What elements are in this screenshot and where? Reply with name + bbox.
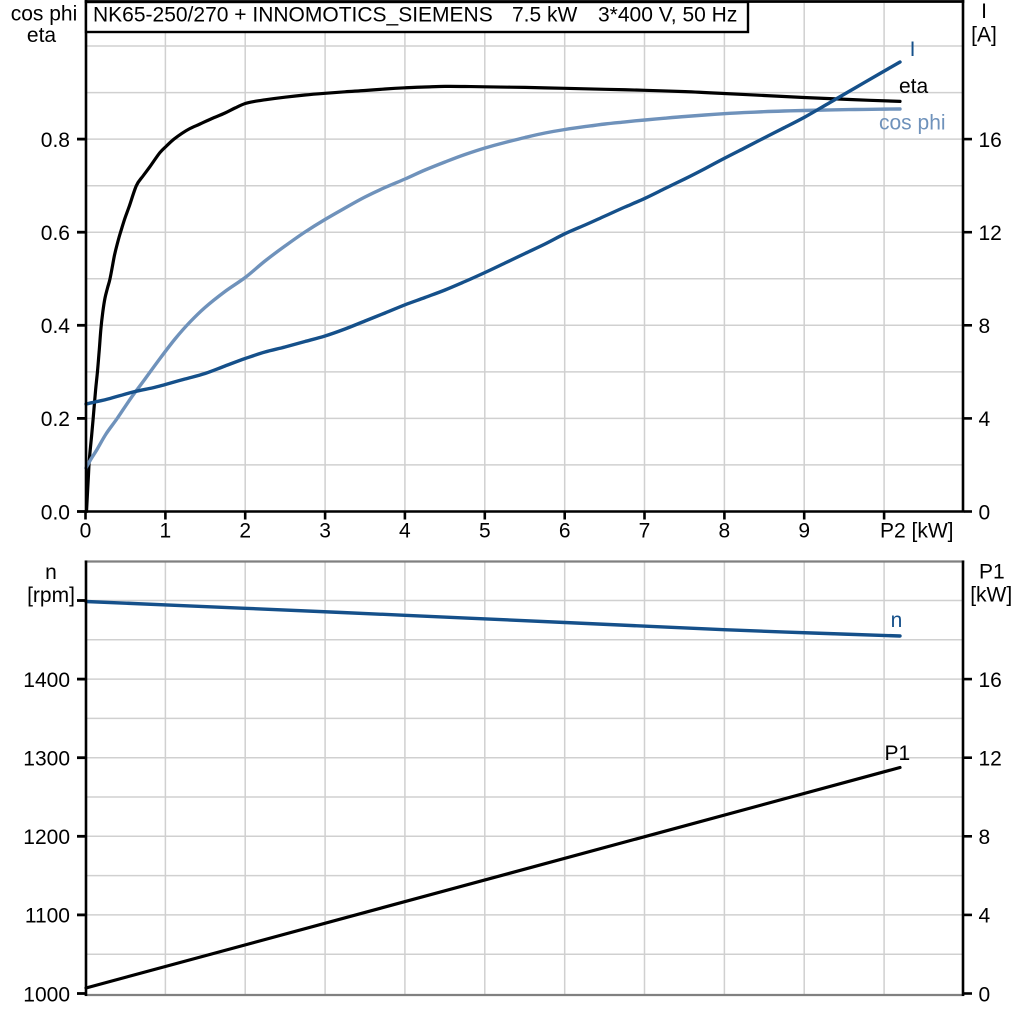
svg-text:1200: 1200 [23, 826, 70, 849]
svg-text:5: 5 [479, 520, 491, 543]
svg-text:0: 0 [80, 520, 92, 543]
svg-text:P1: P1 [979, 560, 1005, 583]
svg-text:[A]: [A] [971, 24, 997, 47]
svg-text:0: 0 [979, 983, 991, 1006]
svg-text:12: 12 [979, 748, 1002, 771]
svg-text:4: 4 [979, 905, 991, 928]
svg-text:9: 9 [798, 520, 810, 543]
svg-text:eta: eta [27, 24, 57, 47]
svg-text:16: 16 [979, 669, 1002, 692]
svg-text:1300: 1300 [23, 748, 70, 771]
svg-text:[rpm]: [rpm] [27, 584, 75, 607]
svg-text:cos phi: cos phi [879, 112, 946, 135]
svg-text:6: 6 [559, 520, 571, 543]
svg-text:n: n [45, 561, 57, 584]
svg-text:P2 [kW]: P2 [kW] [880, 520, 954, 543]
svg-text:0.8: 0.8 [41, 129, 70, 152]
svg-text:4: 4 [979, 408, 991, 431]
svg-text:8: 8 [979, 826, 991, 849]
svg-text:4: 4 [399, 520, 411, 543]
svg-text:P1: P1 [885, 742, 911, 765]
svg-text:16: 16 [979, 129, 1002, 152]
svg-text:1: 1 [160, 520, 172, 543]
svg-text:n: n [891, 609, 903, 632]
svg-text:0.4: 0.4 [41, 315, 71, 338]
svg-text:12: 12 [979, 222, 1002, 245]
svg-text:1000: 1000 [23, 983, 70, 1006]
svg-text:8: 8 [979, 315, 991, 338]
svg-text:NK65-250/270 + INNOMOTICS_SIEM: NK65-250/270 + INNOMOTICS_SIEMENS [93, 4, 493, 27]
svg-text:0: 0 [979, 501, 991, 524]
svg-text:I: I [910, 38, 916, 61]
svg-text:1400: 1400 [23, 669, 70, 692]
svg-text:8: 8 [719, 520, 731, 543]
svg-text:7: 7 [639, 520, 651, 543]
svg-text:2: 2 [239, 520, 251, 543]
svg-text:7.5 kW: 7.5 kW [512, 4, 578, 27]
svg-text:cos phi: cos phi [11, 3, 78, 26]
svg-text:3: 3 [319, 520, 331, 543]
svg-text:[kW]: [kW] [970, 584, 1012, 607]
svg-text:1100: 1100 [25, 905, 70, 928]
svg-text:eta: eta [899, 75, 929, 98]
svg-text:0.2: 0.2 [41, 408, 70, 431]
svg-text:0.0: 0.0 [41, 501, 70, 524]
svg-text:0.6: 0.6 [41, 222, 70, 245]
svg-text:I: I [981, 0, 987, 23]
svg-text:3*400 V, 50 Hz: 3*400 V, 50 Hz [598, 4, 737, 27]
